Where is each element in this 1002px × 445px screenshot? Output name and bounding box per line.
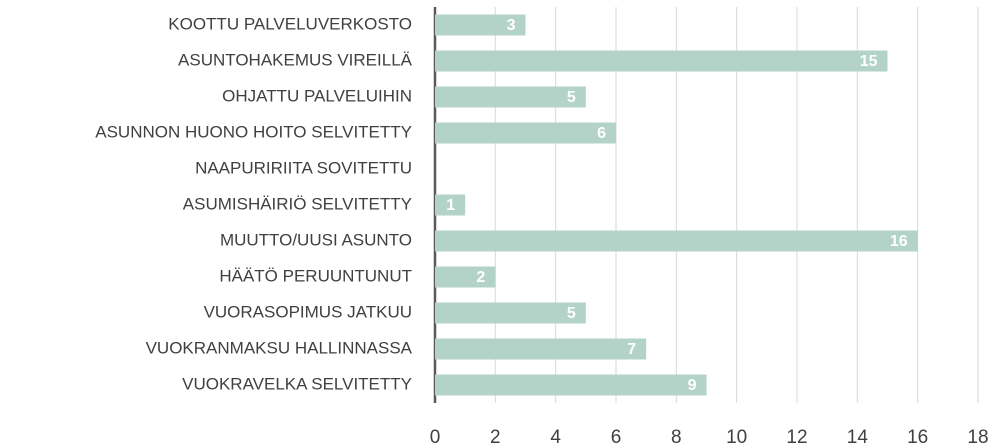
x-tick-label: 4: [550, 427, 561, 445]
y-tick-label: KOOTTU PALVELUVERKOSTO: [168, 14, 412, 33]
bar: [435, 374, 707, 396]
y-tick-label: VUOKRANMAKSU HALLINNASSA: [146, 338, 413, 357]
bar: [435, 302, 586, 324]
bar: [435, 50, 888, 72]
value-label: 9: [688, 377, 697, 394]
bar: [435, 14, 526, 36]
y-tick-label: ASUNTOHAKEMUS VIREILLÄ: [178, 50, 413, 69]
y-tick-label: MUUTTO/UUSI ASUNTO: [220, 230, 412, 249]
y-tick-label: HÄÄTÖ PERUUNTUNUT: [219, 266, 412, 285]
x-tick-label: 12: [786, 427, 807, 445]
bar: [435, 194, 466, 216]
x-tick-label: 18: [967, 427, 988, 445]
bar: [435, 266, 496, 288]
y-tick-label: ASUNNON HUONO HOITO SELVITETTY: [95, 122, 412, 141]
bar: [435, 86, 586, 108]
x-tick-label: 16: [907, 427, 928, 445]
value-label: 7: [627, 341, 636, 358]
y-tick-label: VUOKRAVELKA SELVITETTY: [182, 374, 412, 393]
x-tick-label: 0: [430, 427, 441, 445]
bar: [435, 230, 918, 252]
value-label: 5: [567, 305, 576, 322]
value-label: 2: [476, 269, 485, 286]
value-label: 16: [890, 233, 908, 250]
value-label: 15: [860, 53, 878, 70]
x-tick-label: 2: [490, 427, 501, 445]
bar: [435, 122, 616, 144]
y-tick-label: NAAPURIRIITA SOVITETTU: [195, 158, 412, 177]
y-tick-label: OHJATTU PALVELUIHIN: [222, 86, 412, 105]
value-label: 1: [446, 197, 455, 214]
y-tick-label: ASUMISHÄIRIÖ SELVITETTY: [183, 194, 412, 213]
value-label: 3: [507, 17, 516, 34]
x-tick-label: 6: [611, 427, 622, 445]
value-label: 6: [597, 125, 606, 142]
x-tick-label: 14: [847, 427, 869, 445]
value-label: 5: [567, 89, 576, 106]
x-tick-label: 8: [671, 427, 682, 445]
y-tick-label: VUORASOPIMUS JATKUU: [204, 302, 412, 321]
bar: [435, 338, 647, 360]
x-tick-label: 10: [726, 427, 747, 445]
